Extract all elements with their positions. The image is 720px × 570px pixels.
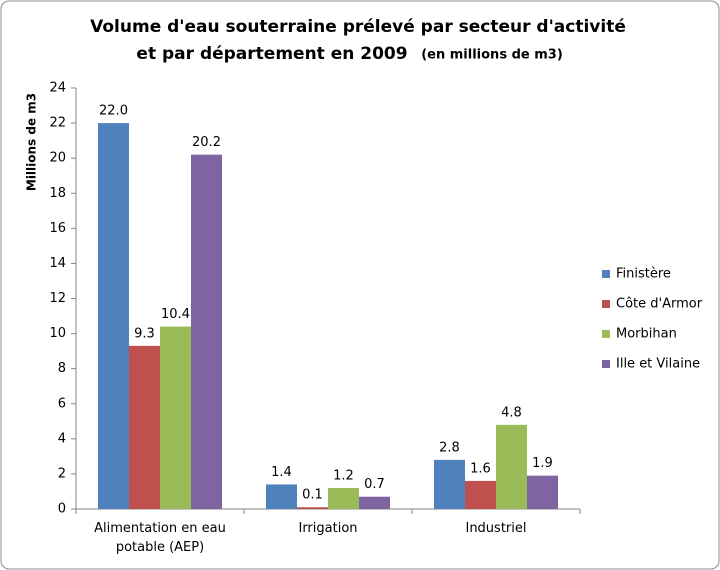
y-tick-label: 20 <box>49 151 66 166</box>
bar <box>359 496 390 509</box>
bar <box>98 123 129 509</box>
x-tick-label: Irrigation <box>298 521 358 536</box>
legend-label: Côte d'Armor <box>616 297 703 312</box>
y-tick-label: 22 <box>49 116 66 131</box>
data-label: 10.4 <box>161 307 190 322</box>
bar <box>328 487 359 509</box>
data-label: 0.1 <box>302 488 323 503</box>
legend-swatch <box>602 270 610 278</box>
x-tick-label: Industriel <box>465 521 527 536</box>
chart-subtitle: (en millions de m3) <box>421 48 563 63</box>
bar <box>129 345 160 509</box>
y-tick-label: 14 <box>49 256 66 271</box>
y-tick-label: 4 <box>58 431 66 446</box>
legend-swatch <box>602 360 610 368</box>
bar <box>297 507 328 509</box>
y-axis-label: Millions de m3 <box>25 93 39 191</box>
data-label: 9.3 <box>134 326 155 341</box>
x-tick-label: Alimentation en eau potable (AEP) <box>94 521 226 555</box>
y-tick-label: 0 <box>58 502 66 517</box>
bar <box>191 154 222 510</box>
bar <box>527 475 558 509</box>
y-tick-label: 2 <box>58 466 66 481</box>
y-tick-label: 6 <box>58 396 66 411</box>
data-label: 1.6 <box>470 461 491 476</box>
data-label: 1.2 <box>333 468 354 483</box>
chart-title: et par département en 2009 <box>136 44 407 64</box>
legend-swatch <box>602 330 610 338</box>
bar <box>160 326 191 509</box>
bar <box>434 459 465 509</box>
y-tick-label: 16 <box>49 221 66 236</box>
y-tick-label: 10 <box>49 326 66 341</box>
legend-swatch <box>602 300 610 308</box>
y-tick-label: 8 <box>58 361 66 376</box>
data-label: 0.7 <box>364 477 385 492</box>
y-tick-label: 12 <box>49 291 66 306</box>
legend-label: Morbihan <box>616 327 677 342</box>
legend-label: Finistère <box>616 267 671 282</box>
data-label: 4.8 <box>501 405 522 420</box>
data-label: 1.9 <box>532 456 553 471</box>
y-tick-label: 18 <box>49 186 66 201</box>
data-label: 20.2 <box>192 135 221 150</box>
data-label: 22.0 <box>99 104 128 119</box>
legend-label: Ille et Vilaine <box>616 357 700 372</box>
chart-title: Volume d'eau souterraine prélevé par sec… <box>90 17 626 37</box>
y-tick-label: 24 <box>49 81 66 96</box>
data-label: 1.4 <box>271 465 292 480</box>
bar <box>496 424 527 509</box>
bar <box>266 484 297 509</box>
data-label: 2.8 <box>439 440 460 455</box>
bar <box>465 480 496 509</box>
